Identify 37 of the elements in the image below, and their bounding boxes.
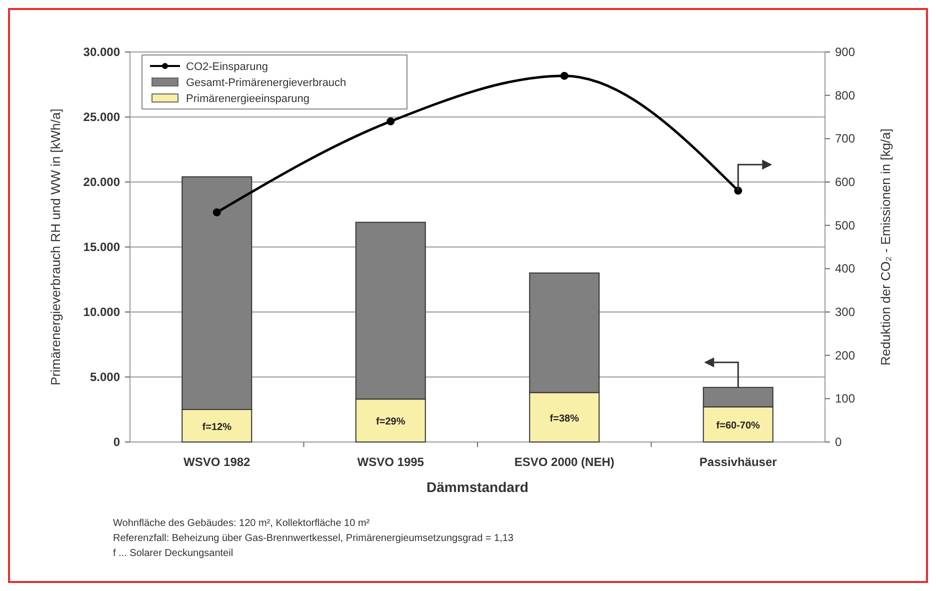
y2-tick-label: 700 (835, 132, 856, 146)
y-tick-label: 0 (113, 435, 120, 449)
text: Wohnfläche des Gebäudes: 120 m², Kollektorfläche 10 m² (113, 518, 370, 529)
legend-label: CO2-Einsparung (186, 61, 268, 73)
y2-tick-label: 900 (835, 45, 856, 59)
legend-label: Gesamt-Primärenergieverbrauch (186, 77, 346, 89)
text: f ... Solarer Deckungsanteil (113, 548, 234, 559)
y2-tick-label: 300 (835, 305, 856, 319)
y-tick-label: 15.000 (83, 240, 120, 254)
y2-tick-label: 800 (835, 88, 856, 102)
x-tick-label: WSVO 1982 (184, 455, 251, 469)
y2-tick-label: 600 (835, 175, 856, 189)
legend-label: Primärenergieeinsparung (186, 93, 310, 105)
point (212, 208, 221, 216)
annotation: f=38% (550, 413, 580, 424)
x-tick-label: Passivhäuser (699, 455, 778, 469)
y-tick-label: 10.000 (83, 305, 120, 319)
point (386, 117, 395, 126)
y2-tick-label: 0 (835, 435, 842, 449)
annotation: f=12% (202, 422, 232, 433)
y2-axis-title: Reduktion der CO₂ - Emissionen in [kg/a] (878, 128, 893, 366)
x-axis-title: Dämmstandard (426, 479, 528, 495)
y-tick-label: 20.000 (83, 175, 120, 189)
y-axis-title: Primärenergieverbrauch RH und WW in [kWh/a] (48, 108, 63, 386)
annotation: f=60-70% (716, 420, 760, 432)
y-tick-label: 5.000 (90, 370, 120, 384)
text: Referenzfall: Beheizung über Gas-Brennwertkessel, Primärenergieumsetzungsgrad = 1,13 (113, 533, 514, 544)
y-tick-label: 25.000 (83, 110, 120, 124)
x-tick-label: WSVO 1995 (357, 455, 424, 469)
x-tick-label: ESVO 2000 (NEH) (514, 455, 614, 469)
y2-tick-label: 200 (835, 348, 856, 362)
y-tick-label: 30.000 (83, 45, 120, 59)
y2-tick-label: 500 (835, 218, 856, 232)
point (560, 72, 568, 80)
y2-tick-label: 400 (835, 262, 856, 276)
annotation: f=29% (376, 416, 406, 428)
y2-tick-label: 100 (835, 392, 856, 406)
